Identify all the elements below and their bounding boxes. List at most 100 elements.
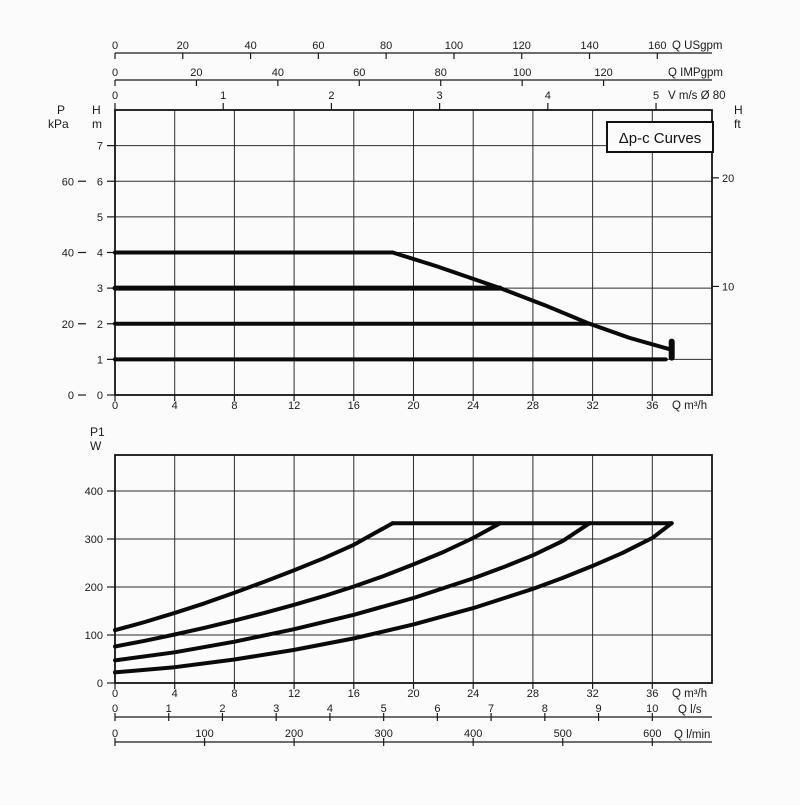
scale-tick-label: 8 (542, 703, 548, 715)
scale-tick-label: 2 (219, 703, 225, 715)
velocity-axis-unit: V m/s Ø 80 (668, 90, 726, 102)
watt-tick-label: 400 (85, 486, 103, 498)
scale-tick-label: 140 (580, 40, 598, 52)
pressure-axis-label-kpa: kPa (48, 117, 69, 131)
scale-tick-label: 1 (220, 90, 226, 102)
scale-tick-label: 200 (285, 728, 303, 740)
series-power-dpc-1m (113, 521, 674, 675)
scale-tick-label: 120 (513, 40, 531, 52)
scale-tick-label: 7 (488, 703, 494, 715)
watt-tick-label: 300 (85, 534, 103, 546)
head-axis-label-h: H (92, 103, 101, 117)
head-tick-label: 2 (97, 319, 103, 331)
head-ft-axis-label-h: H (734, 103, 743, 117)
flow-tick-label: 24 (467, 400, 479, 412)
scale-tick-label: 160 (648, 40, 666, 52)
dpc-curves-title: Δp-c Curves (619, 130, 702, 147)
series-max-speed-limit (390, 250, 674, 352)
scale-tick-label: 20 (190, 67, 202, 79)
flow-tick-label: 0 (112, 688, 118, 700)
scale-tick-label: 80 (435, 67, 447, 79)
power-axis-label-p1: P1 (90, 425, 105, 439)
scale-tick-label: 0 (112, 67, 118, 79)
scale-tick-label: 2 (328, 90, 334, 102)
watt-tick-label: 100 (85, 630, 103, 642)
series-power-dpc-3m (113, 521, 503, 649)
scale-tick-label: 120 (594, 67, 612, 79)
head-tick-label: 6 (97, 176, 103, 188)
flow-tick-label: 16 (348, 400, 360, 412)
kpa-tick-label: 60 (62, 176, 74, 188)
scale-tick-label: 80 (380, 40, 392, 52)
scale-tick-label: 300 (374, 728, 392, 740)
ft-tick-label: 20 (722, 173, 734, 185)
series-power-dpc-2m (113, 521, 592, 663)
kpa-tick-label: 20 (62, 319, 74, 331)
scale-tick-label: 20 (177, 40, 189, 52)
scale-tick-label: 0 (112, 728, 118, 740)
series-power-dpc-4m (113, 521, 395, 633)
flow-tick-label: 28 (527, 400, 539, 412)
scale-tick-label: 40 (244, 40, 256, 52)
power-flow-axis-unit: Q m³/h (672, 688, 707, 700)
flow-tick-label: 36 (646, 688, 658, 700)
ft-tick-label: 10 (722, 281, 734, 293)
scale-tick-label: 4 (545, 90, 551, 102)
lmin-axis-unit: Q l/min (674, 729, 710, 741)
scale-tick-label: 1 (166, 703, 172, 715)
dpc-curves-box (606, 121, 714, 153)
head-tick-label: 1 (97, 354, 103, 366)
scale-tick-label: 5 (653, 90, 659, 102)
watt-tick-label: 200 (85, 582, 103, 594)
flow-tick-label: 28 (527, 688, 539, 700)
flow-tick-label: 0 (112, 400, 118, 412)
watt-tick-label: 0 (97, 678, 103, 690)
scale-tick-label: 9 (596, 703, 602, 715)
kpa-tick-label: 0 (68, 390, 74, 402)
scale-tick-label: 0 (112, 40, 118, 52)
head-tick-label: 5 (97, 212, 103, 224)
kpa-tick-label: 40 (62, 248, 74, 260)
scale-tick-label: 100 (195, 728, 213, 740)
head-tick-label: 4 (97, 248, 103, 260)
head-flow-axis-unit: Q m³/h (672, 400, 707, 412)
flow-tick-label: 16 (348, 688, 360, 700)
head-tick-label: 0 (97, 390, 103, 402)
head-axis-label-m: m (92, 117, 102, 131)
scale-tick-label: 3 (273, 703, 279, 715)
ls-axis-unit: Q l/s (678, 704, 702, 716)
scale-tick-label: 100 (513, 67, 531, 79)
flow-tick-label: 20 (407, 400, 419, 412)
scale-tick-label: 4 (327, 703, 333, 715)
flow-tick-label: 4 (172, 688, 178, 700)
scale-tick-label: 3 (437, 90, 443, 102)
power-axis-label-w: W (90, 439, 102, 453)
flow-tick-label: 32 (586, 688, 598, 700)
scale-tick-label: 6 (434, 703, 440, 715)
scale-tick-label: 10 (646, 703, 658, 715)
flow-tick-label: 32 (586, 400, 598, 412)
flow-tick-label: 4 (172, 400, 178, 412)
scale-tick-label: 5 (381, 703, 387, 715)
impgpm-axis-unit: Q IMPgpm (668, 67, 723, 79)
pressure-axis-label-p: P (57, 103, 65, 117)
scale-tick-label: 40 (272, 67, 284, 79)
flow-tick-label: 20 (407, 688, 419, 700)
usgpm-axis-unit: Q USgpm (672, 40, 723, 52)
flow-tick-label: 24 (467, 688, 479, 700)
scale-tick-label: 500 (554, 728, 572, 740)
flow-tick-label: 12 (288, 400, 300, 412)
scale-tick-label: 400 (464, 728, 482, 740)
flow-tick-label: 8 (231, 400, 237, 412)
scale-tick-label: 60 (312, 40, 324, 52)
scale-tick-label: 600 (643, 728, 661, 740)
head-tick-label: 3 (97, 283, 103, 295)
scale-tick-label: 60 (353, 67, 365, 79)
head-tick-label: 7 (97, 141, 103, 153)
head-ft-axis-label-ft: ft (734, 117, 741, 131)
flow-tick-label: 8 (231, 688, 237, 700)
